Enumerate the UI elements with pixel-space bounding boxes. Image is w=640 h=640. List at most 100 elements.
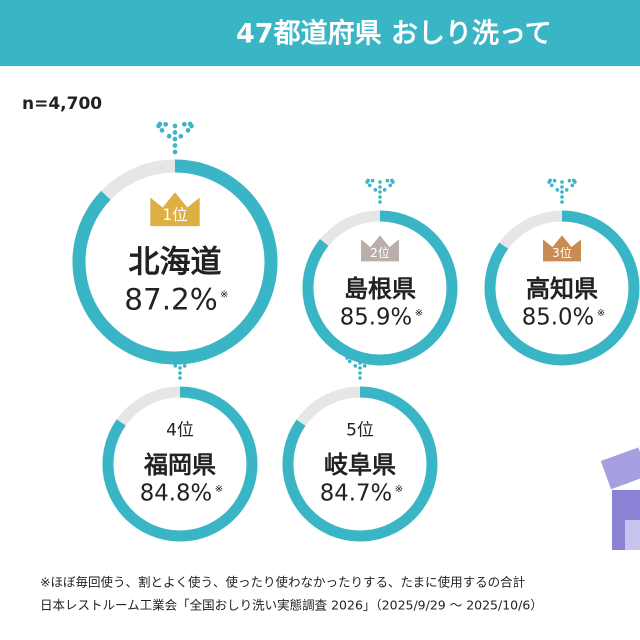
dot — [365, 180, 369, 184]
dot — [165, 356, 169, 360]
dot — [371, 356, 375, 360]
ring-arc — [302, 210, 458, 366]
dot — [378, 200, 382, 204]
fountain — [165, 354, 195, 380]
dot — [178, 356, 182, 360]
dot — [373, 188, 378, 192]
dot — [185, 128, 191, 133]
dot — [172, 130, 178, 135]
rank-label: 2位 — [370, 245, 390, 260]
dot — [378, 195, 382, 199]
dot — [172, 143, 178, 148]
dot — [178, 376, 182, 380]
value-label: 85.9% — [340, 305, 412, 331]
dot — [358, 376, 362, 380]
dot — [549, 183, 554, 188]
prefecture-name: 島根県 — [344, 275, 416, 303]
dot — [166, 133, 172, 139]
rank-label: 3位 — [552, 245, 572, 260]
ring-arc — [72, 159, 278, 365]
note-mark: ※ — [415, 308, 423, 319]
dot — [185, 354, 190, 359]
dot — [173, 364, 178, 368]
note-mark: ※ — [597, 308, 605, 319]
dot — [362, 364, 367, 368]
note: ※ほぼ毎回使う、割とよく使う、使ったり使わなかったりする、たまに使用するの合計 — [40, 575, 525, 590]
dot — [178, 371, 182, 375]
dot — [163, 121, 168, 127]
crown — [361, 235, 399, 262]
dot — [170, 354, 175, 359]
dot — [365, 354, 370, 359]
rank-label: 4位 — [166, 420, 194, 440]
dot — [391, 180, 395, 184]
rank-label: 5位 — [346, 420, 374, 440]
dot — [555, 188, 560, 192]
sample-size: n=4,700 — [22, 94, 102, 114]
dot — [172, 123, 178, 129]
dot — [188, 359, 193, 364]
prefecture-name: 高知県 — [526, 275, 598, 303]
dot — [378, 185, 382, 189]
dot — [388, 183, 393, 188]
ring-arc — [282, 386, 438, 542]
dot — [367, 183, 372, 188]
dot — [570, 183, 575, 188]
value-label: 87.2% — [124, 282, 218, 316]
value-label: 84.8% — [140, 481, 212, 507]
dot — [560, 195, 564, 199]
ring-arc — [102, 386, 258, 542]
dot — [385, 178, 390, 183]
value-label: 84.7% — [320, 481, 392, 507]
dot — [345, 356, 349, 360]
dot — [178, 133, 184, 139]
dot — [370, 178, 375, 183]
dot — [382, 188, 387, 192]
note: 日本レストルーム工業会「全国おしり洗い実態調査 2026」（2025/9/29 … — [40, 598, 543, 613]
dot — [560, 190, 564, 194]
dot — [353, 364, 358, 368]
dot — [378, 190, 382, 194]
dot — [182, 121, 187, 127]
dot — [552, 178, 557, 183]
dot — [178, 366, 182, 370]
prefecture-name: 福岡県 — [143, 451, 216, 479]
note-mark: ※ — [215, 484, 223, 495]
dot — [189, 123, 194, 129]
note-mark: ※ — [220, 290, 228, 301]
fountain — [547, 178, 577, 204]
header-title: 47都道府県 おしり洗って — [236, 18, 552, 50]
illustration — [600, 447, 640, 550]
dot — [172, 136, 178, 142]
dot — [347, 359, 352, 364]
dot — [358, 361, 362, 365]
dot — [159, 128, 165, 133]
crown — [150, 192, 200, 227]
dot — [156, 123, 161, 129]
dot — [560, 180, 564, 184]
dot — [167, 359, 172, 364]
fountain — [345, 354, 375, 380]
dot — [564, 188, 569, 192]
dot — [368, 359, 373, 364]
note-mark: ※ — [395, 484, 403, 495]
dot — [182, 364, 187, 368]
dot — [378, 180, 382, 184]
dot — [560, 200, 564, 204]
dot — [560, 185, 564, 189]
prefecture-name: 北海道 — [129, 245, 222, 281]
dot — [547, 180, 551, 184]
crown — [543, 235, 581, 262]
dot — [358, 366, 362, 370]
dot — [358, 371, 362, 375]
rank-label: 1位 — [162, 206, 188, 224]
dot — [350, 354, 355, 359]
fountain — [156, 121, 194, 155]
header-bar — [0, 0, 640, 66]
prefecture-name: 岐阜県 — [324, 451, 396, 479]
fountain — [365, 178, 395, 204]
dot — [573, 180, 577, 184]
dot — [358, 356, 362, 360]
dot — [191, 356, 195, 360]
